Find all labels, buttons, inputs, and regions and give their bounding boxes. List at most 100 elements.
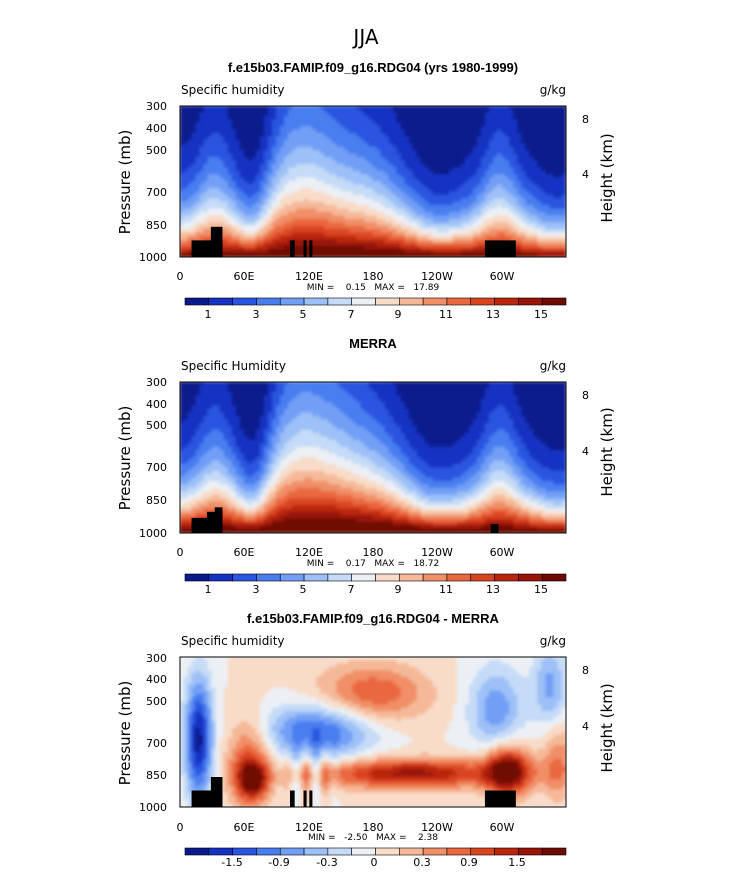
contour-cell [304,194,310,200]
contour-cell [180,229,185,234]
contour-cell [408,160,414,165]
contour-cell [481,160,487,165]
contour-cell [195,170,201,176]
contour-cell [191,106,197,110]
contour-cell [525,156,531,162]
contour-cell [191,194,197,200]
contour-cell [280,222,286,227]
contour-cell [320,160,326,165]
contour-cell [481,208,487,213]
contour-cell [191,460,197,465]
contour-cell [396,249,402,255]
contour-cell [207,426,213,431]
contour-cell [180,150,185,155]
contour-cell [440,225,446,231]
contour-cell [267,208,273,213]
contour-cell [340,143,346,148]
contour-cell [304,143,310,148]
contour-cell [416,153,422,158]
contour-cell [271,170,277,176]
contour-cell [288,222,294,227]
contour-cell [180,246,185,251]
contour-cell [296,132,302,138]
contour-cell [509,126,515,131]
contour-cell [312,229,318,234]
contour-cell [529,187,535,193]
contour-cell [444,215,450,220]
contour-cell [440,167,446,172]
contour-cell [481,167,487,172]
contour-cell [549,246,555,251]
contour-cell [267,126,273,131]
contour-cell [501,174,507,179]
contour-cell [436,201,442,207]
contour-cell [380,129,386,134]
contour-cell [412,136,418,141]
contour-cell [308,174,314,179]
contour-cell [195,443,201,448]
contour-cell [392,198,398,203]
colorbar-swatch [446,297,472,306]
contour-cell [364,194,370,200]
contour-cell [444,150,450,155]
contour-cell [384,115,390,121]
contour-cell [537,126,543,131]
contour-cell [195,115,201,121]
contour-cell [320,187,326,193]
contour-cell [219,501,225,507]
contour-cell [396,201,402,207]
contour-cell [227,174,233,179]
contour-cell [392,235,398,241]
contour-cell [489,115,495,121]
contour-cell [428,143,434,148]
contour-cell [352,232,358,237]
contour-cell [509,160,515,165]
contour-cell [199,201,205,207]
contour-cell [332,129,338,134]
contour-cell [231,106,237,110]
contour-cell [271,139,277,145]
contour-cell [191,160,197,165]
contour-cell [456,215,462,220]
contour-cell [207,388,213,393]
contour-cell [292,205,298,210]
contour-cell [292,184,298,189]
unit-label: g/kg [540,83,566,97]
contour-cell [448,115,454,121]
contour-cell [320,163,326,169]
contour-cell [537,218,543,224]
contour-cell [428,136,434,141]
contour-cell [255,122,261,128]
contour-cell [380,170,386,176]
contour-cell [312,160,318,165]
contour-cell [211,136,217,141]
contour-cell [348,232,354,237]
contour-cell [211,405,217,410]
contour-cell [485,129,491,134]
contour-cell [424,146,430,152]
contour-cell [424,170,430,176]
contour-cell [227,463,233,469]
contour-cell [372,246,378,251]
contour-cell [207,232,213,237]
contour-cell [280,136,286,141]
contour-cell [296,229,302,234]
contour-cell [271,129,277,134]
contour-cell [432,198,438,203]
contour-cell [376,108,382,114]
contour-cell [320,232,326,237]
contour-cell [235,239,241,244]
contour-cell [267,198,273,203]
contour-cell [280,253,286,257]
contour-cell [464,119,470,124]
contour-cell [239,408,245,414]
contour-cell [231,477,237,483]
contour-cell [215,211,221,217]
contour-cell [239,508,245,513]
contour-cell [292,235,298,241]
contour-cell [456,174,462,179]
contour-cell [424,150,430,155]
contour-cell [448,108,454,114]
contour-cell [348,108,354,114]
contour-cell [211,129,217,134]
